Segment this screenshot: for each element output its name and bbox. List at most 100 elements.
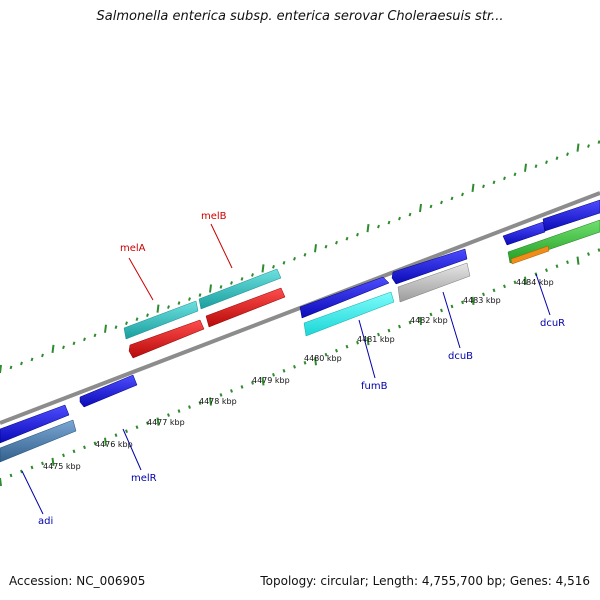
tick-mark [240, 277, 244, 281]
tick-mark [513, 280, 517, 285]
tick-mark [30, 465, 34, 470]
tick-mark [72, 449, 76, 454]
tick-mark [251, 381, 254, 385]
tick-mark [93, 333, 97, 338]
tick-mark [545, 268, 548, 273]
gene-melA-arrow[interactable] [123, 300, 199, 340]
tick-mark [261, 264, 265, 273]
gene-blue-arrow-5[interactable] [0, 404, 70, 444]
tick-marks [0, 140, 600, 487]
tick-mark [366, 224, 370, 233]
tick-mark [576, 143, 580, 152]
gene-orange-arrow[interactable] [510, 245, 550, 265]
gene-red-arrow-1[interactable] [128, 319, 205, 359]
tick-mark [125, 429, 128, 434]
gene-label-melR[interactable]: melR [131, 473, 157, 484]
tick-mark [555, 264, 559, 268]
tick-mark [62, 345, 65, 350]
tick-mark [524, 276, 527, 285]
tick-mark [135, 317, 139, 321]
tick-mark [198, 401, 202, 405]
tick-mark [377, 224, 380, 229]
tick-mark [135, 425, 139, 429]
tick-mark [503, 176, 506, 181]
gene-gray-arrow[interactable] [397, 262, 471, 303]
tick-mark [377, 332, 380, 337]
tick-mark [524, 163, 527, 172]
tick-mark [272, 373, 275, 377]
gene-label-dcuB[interactable]: dcuB [448, 351, 473, 362]
gene-blue-arrow-1[interactable] [299, 276, 390, 319]
tick-mark [356, 232, 359, 237]
gene-blue-arrow-3[interactable] [542, 199, 600, 232]
kbp-label: 4479 kbp [252, 376, 290, 385]
tick-mark [597, 140, 600, 144]
gene-fumB-arrow[interactable] [303, 291, 395, 337]
gene-features [0, 199, 600, 463]
gene-label-adi[interactable]: adi [38, 516, 53, 527]
kbp-label: 4475 kbp [43, 462, 81, 471]
gene-dcuB-arrow[interactable] [391, 248, 468, 285]
tick-mark [461, 300, 464, 305]
kbp-label: 4482 kbp [410, 316, 448, 325]
gene-adi-arrow[interactable] [0, 419, 77, 463]
tick-mark [125, 321, 128, 326]
tick-mark [324, 352, 328, 357]
tick-mark [51, 344, 55, 353]
gene-label-melB[interactable]: melB [201, 211, 227, 222]
tick-mark [345, 236, 349, 241]
genome-summary: Topology: circular; Length: 4,755,700 bp… [260, 574, 590, 588]
tick-mark [503, 284, 506, 289]
tick-mark [209, 397, 212, 406]
tick-mark [114, 433, 118, 438]
tick-mark [188, 405, 191, 409]
tick-mark [555, 156, 559, 160]
tick-mark [9, 473, 13, 478]
kbp-label: 4481 kbp [357, 335, 395, 344]
tick-mark [482, 292, 485, 297]
gene-label-fumB[interactable]: fumB [361, 381, 388, 392]
tick-mark [356, 340, 359, 345]
tick-mark [167, 413, 170, 417]
tick-mark [429, 204, 433, 209]
tick-mark [387, 328, 391, 333]
kbp-label: 4484 kbp [516, 278, 554, 287]
tick-mark [335, 240, 338, 245]
tick-mark [314, 357, 317, 366]
tick-mark [566, 152, 569, 156]
tick-mark [41, 461, 44, 466]
accession-label: Accession: NC_006905 [9, 574, 146, 588]
tick-mark [566, 260, 569, 264]
tick-mark [419, 316, 422, 326]
tick-mark [587, 252, 590, 256]
tick-mark [314, 244, 317, 253]
gene-label-melA[interactable]: melA [120, 243, 146, 254]
tick-mark [450, 196, 454, 201]
tick-mark [51, 457, 55, 466]
gene-blue-arrow-2[interactable] [502, 221, 546, 246]
tick-mark [83, 445, 86, 450]
tick-mark [335, 348, 338, 353]
tick-mark [440, 200, 443, 205]
tick-mark [398, 216, 401, 221]
tick-mark [545, 160, 548, 165]
tick-mark [534, 164, 538, 169]
tick-mark [303, 252, 307, 257]
tick-mark [576, 256, 580, 265]
gene-label-connectors [21, 223, 551, 515]
tick-mark [177, 409, 181, 413]
gene-melB-arrow[interactable] [198, 268, 282, 310]
gene-red-arrow-2[interactable] [205, 287, 286, 328]
tick-mark [9, 365, 13, 370]
tick-mark [293, 364, 296, 369]
kbp-label: 4478 kbp [199, 397, 237, 406]
kbp-label: 4483 kbp [463, 296, 501, 305]
map-title: Salmonella enterica subsp. enterica sero… [96, 9, 504, 24]
tick-mark [419, 203, 422, 213]
gene-blue-arrow-4[interactable] [79, 374, 138, 408]
tick-mark [30, 357, 34, 362]
tick-mark [230, 281, 233, 285]
tick-mark [398, 324, 401, 329]
gene-label-dcuR[interactable]: dcuR [540, 318, 565, 329]
